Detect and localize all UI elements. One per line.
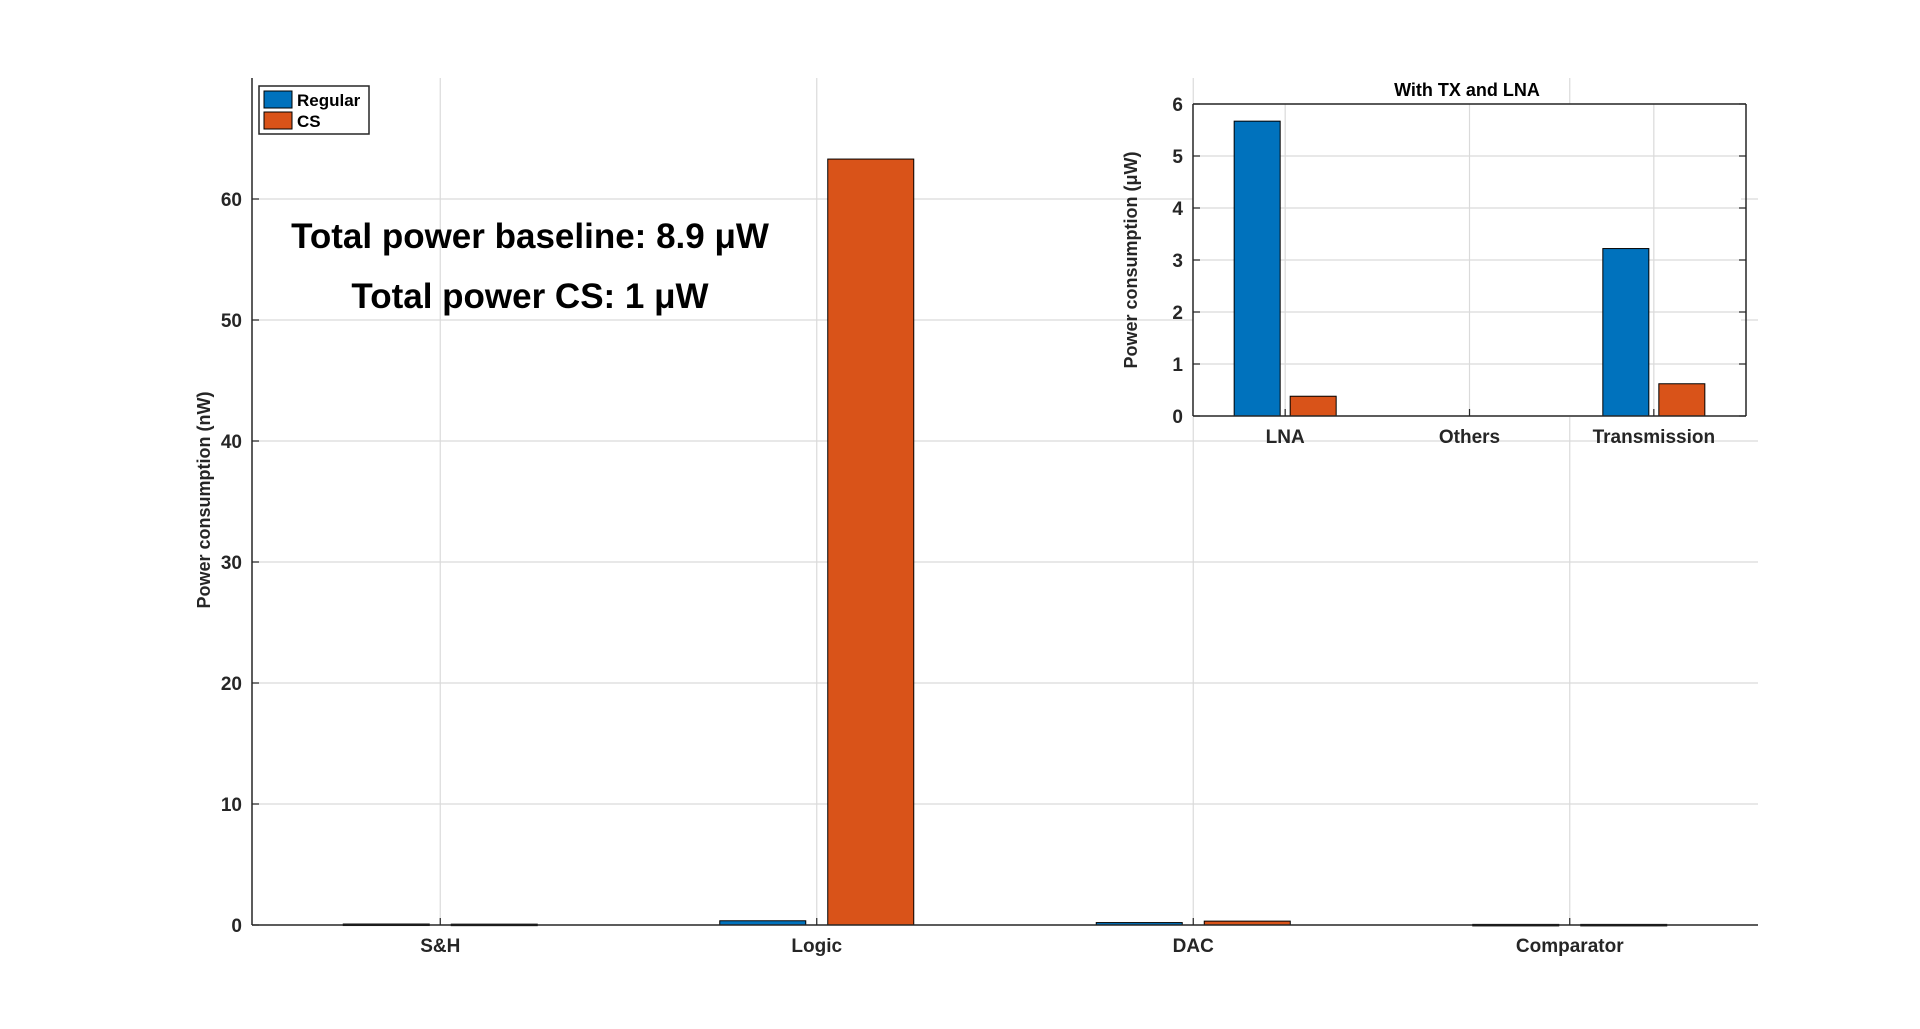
legend-label-cs: CS bbox=[297, 112, 321, 131]
inset-bar-cs-2 bbox=[1658, 383, 1706, 417]
inset-ytick-label: 2 bbox=[1172, 303, 1183, 324]
inset-ytick-label: 5 bbox=[1172, 147, 1183, 168]
inset-bar-cs-0 bbox=[1289, 395, 1337, 417]
inset-ytick-label: 6 bbox=[1172, 95, 1183, 116]
main-axes bbox=[251, 78, 1758, 926]
main-ylabel: Power consumption (nW) bbox=[194, 392, 214, 609]
legend-swatch-cs bbox=[263, 111, 293, 130]
inset-chart: 0 1 2 3 4 5 6 LNA Others Transmission With TX and… bbox=[1121, 80, 1747, 448]
inset-ticks: 0 1 2 3 4 5 6 LNA Others Transmission bbox=[1172, 95, 1746, 448]
legend-swatch-regular bbox=[263, 90, 293, 109]
main-xtick-label: DAC bbox=[1173, 936, 1214, 957]
main-ytick-label: 10 bbox=[221, 795, 242, 816]
main-xtick-label: S&H bbox=[420, 936, 460, 957]
main-xtick-label: Comparator bbox=[1516, 936, 1624, 957]
annotation-baseline: Total power baseline: 8.9 μW bbox=[291, 217, 769, 256]
main-ytick-label: 40 bbox=[221, 432, 242, 453]
inset-ytick-label: 1 bbox=[1172, 355, 1183, 376]
inset-ytick-label: 3 bbox=[1172, 251, 1183, 272]
main-bar-cs-1 bbox=[827, 158, 915, 926]
inset-ytick-label: 4 bbox=[1172, 199, 1183, 220]
main-ytick-label: 20 bbox=[221, 674, 242, 695]
inset-xtick-label: Transmission bbox=[1593, 427, 1716, 448]
legend-label-regular: Regular bbox=[297, 91, 361, 110]
inset-bars bbox=[1233, 120, 1706, 417]
main-ytick-label: 50 bbox=[221, 311, 242, 332]
main-ytick-label: 0 bbox=[231, 916, 242, 937]
inset-ytick-label: 0 bbox=[1172, 407, 1183, 428]
legend: Regular CS bbox=[258, 85, 370, 135]
main-bars bbox=[342, 158, 1668, 927]
annotation-cs: Total power CS: 1 μW bbox=[351, 277, 708, 316]
main-ytick-label: 60 bbox=[221, 190, 242, 211]
inset-title: With TX and LNA bbox=[1394, 80, 1540, 100]
inset-xtick-label: Others bbox=[1439, 427, 1500, 448]
main-ytick-label: 30 bbox=[221, 553, 242, 574]
inset-xtick-label: LNA bbox=[1266, 427, 1305, 448]
inset-ylabel: Power consumption (μW) bbox=[1121, 151, 1141, 368]
inset-bar-regular-0 bbox=[1233, 120, 1281, 417]
inset-bar-regular-2 bbox=[1602, 248, 1650, 417]
main-xtick-label: Logic bbox=[791, 936, 842, 957]
